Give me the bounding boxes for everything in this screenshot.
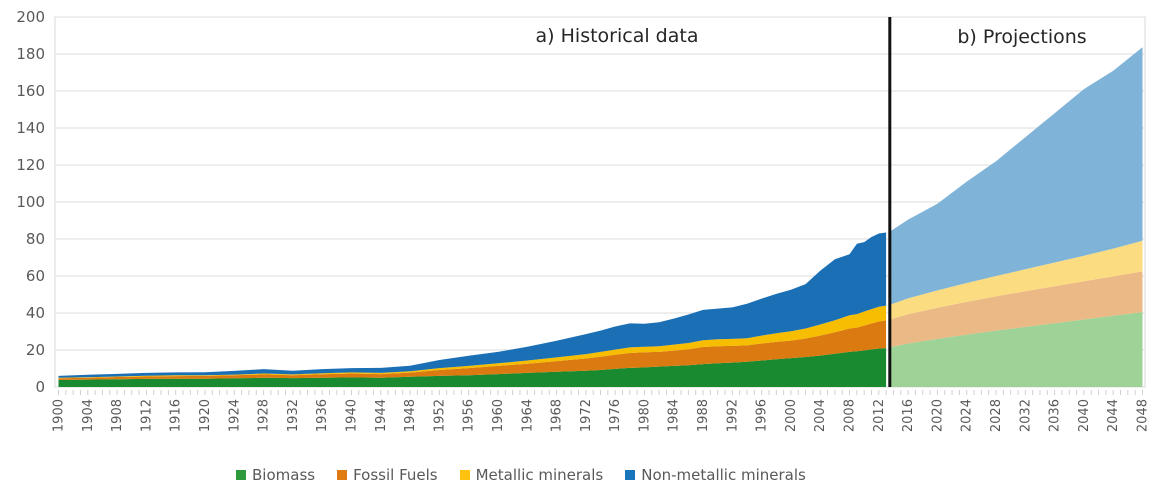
x-tick-label: 2048 (1136, 399, 1151, 432)
area-series (58, 47, 1143, 387)
x-tick-label: 1944 (374, 399, 389, 432)
x-tick-label: 1940 (344, 399, 359, 432)
x-tick-label: 1904 (81, 399, 96, 432)
x-tick-label: 2044 (1106, 399, 1121, 432)
x-tick-label: 1984 (667, 399, 682, 432)
x-tick-label: 1916 (169, 399, 184, 432)
x-tick-label: 1992 (725, 399, 740, 432)
x-tick-label: 1912 (139, 399, 154, 432)
legend-label: Fossil Fuels (353, 466, 438, 484)
x-tick-label: 2012 (872, 399, 887, 432)
historical-area-metallic-minerals (58, 305, 887, 379)
legend-swatch-metallic-minerals (459, 470, 470, 480)
legend: Biomass Fossil Fuels Metallic minerals N… (236, 466, 828, 484)
x-tick-label: 2016 (901, 399, 916, 432)
legend-label: Non-metallic minerals (641, 466, 806, 484)
legend-swatch-non-metallic-minerals (625, 470, 636, 480)
x-tick-label: 1968 (550, 399, 565, 432)
x-tick-label: 1948 (403, 399, 418, 432)
y-tick-label: 140 (16, 119, 45, 137)
y-tick-label: 20 (26, 341, 45, 359)
y-tick-label: 80 (26, 230, 45, 248)
legend-swatch-fossil-fuels (337, 470, 348, 480)
x-tick-label: 1996 (755, 399, 770, 432)
projection-area-non-metallic-minerals (889, 47, 1143, 305)
legend-swatch-biomass (236, 470, 246, 480)
x-tick-label: 1960 (491, 399, 506, 432)
projection-area-metallic-minerals (889, 240, 1143, 320)
legend-item-fossil-fuels: Fossil Fuels (337, 466, 438, 484)
historical-section-title: a) Historical data (536, 25, 699, 47)
legend-label: Biomass (252, 466, 316, 484)
x-tick-label: 1980 (637, 399, 652, 432)
x-tick-label: 1956 (462, 399, 477, 432)
legend-label: Metallic minerals (475, 466, 604, 484)
x-tick-label: 1952 (432, 399, 447, 432)
y-tick-label: 160 (16, 82, 45, 100)
x-tick-label: 2008 (843, 399, 858, 432)
x-tick-label: 1936 (315, 399, 330, 432)
x-tick-label: 1988 (696, 399, 711, 432)
y-tick-label: 180 (16, 45, 45, 63)
projection-section-title: b) Projections (957, 26, 1086, 48)
x-tick-label: 1976 (608, 399, 623, 432)
y-tick-label: 60 (26, 267, 45, 285)
x-tick-label: 1920 (198, 399, 213, 432)
x-tick-label: 1924 (227, 399, 242, 432)
historical-area-non-metallic-minerals (58, 232, 887, 378)
x-tick-label: 1972 (579, 399, 594, 432)
legend-item-metallic-minerals: Metallic minerals (459, 466, 604, 484)
x-tick-label: 1932 (286, 399, 301, 432)
y-tick-label: 40 (26, 304, 45, 322)
x-tick-label: 1908 (110, 399, 125, 432)
x-tick-label: 1964 (520, 399, 535, 432)
x-tick-label: 1928 (257, 399, 272, 432)
projection-area-biomass (889, 312, 1143, 387)
x-tick-label: 2004 (813, 399, 828, 432)
legend-item-biomass: Biomass (236, 466, 315, 484)
y-tick-label: 120 (16, 156, 45, 174)
x-tick-label: 2024 (960, 399, 975, 432)
historical-area-biomass (58, 348, 887, 387)
projection-area-fossil-fuels (889, 271, 1143, 348)
x-tick-label: 1900 (52, 399, 67, 432)
legend-item-non-metallic-minerals: Non-metallic minerals (625, 466, 806, 484)
x-tick-label: 2028 (989, 399, 1004, 432)
x-tick-label: 2020 (930, 399, 945, 432)
y-tick-label: 200 (16, 8, 45, 26)
x-tick-label: 2032 (1018, 399, 1033, 432)
historical-area-fossil-fuels (58, 320, 887, 380)
y-tick-label: 100 (16, 193, 45, 211)
x-tick-label: 2000 (784, 399, 799, 432)
x-tick-label: 2036 (1048, 399, 1063, 432)
x-tick-label: 2040 (1077, 399, 1092, 432)
y-tick-label: 0 (35, 378, 45, 396)
